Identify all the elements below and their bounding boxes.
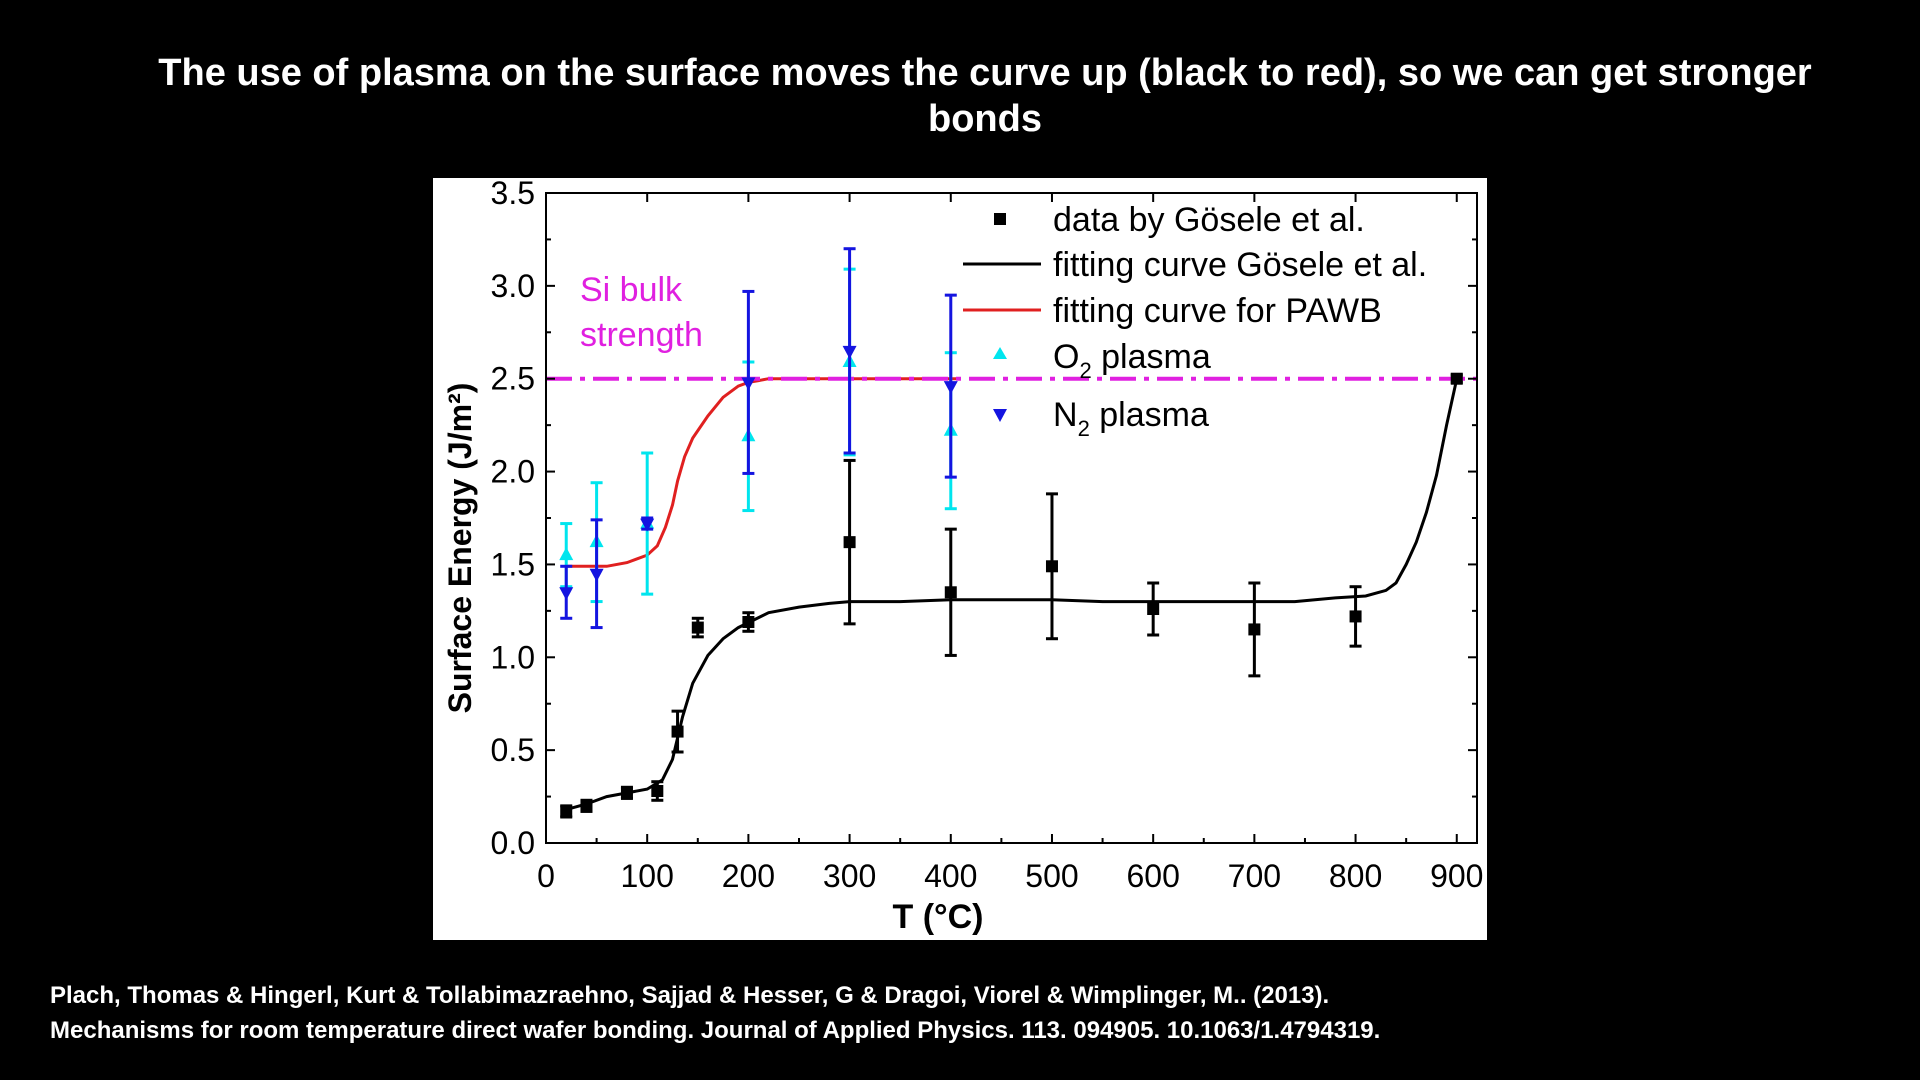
marker-triangle-down bbox=[741, 377, 756, 391]
legend-n2-rest: plasma bbox=[1090, 396, 1209, 434]
marker-square bbox=[580, 799, 593, 812]
annotation-strength: strength bbox=[580, 316, 703, 354]
legend-label-fit-gosele: fitting curve Gösele et al. bbox=[1053, 246, 1427, 284]
data-point bbox=[1450, 372, 1463, 385]
x-tick-label: 400 bbox=[924, 858, 977, 894]
data-point bbox=[560, 804, 573, 819]
legend-label-data-gosele: data by Gösele et al. bbox=[1053, 201, 1365, 239]
x-axis-label: T (°C) bbox=[892, 898, 983, 936]
marker-square bbox=[742, 616, 755, 628]
legend-marker-triangle-up bbox=[993, 347, 1007, 359]
y-tick-label: 2.5 bbox=[491, 361, 535, 397]
citation: Plach, Thomas & Hingerl, Kurt & Tollabim… bbox=[50, 978, 1870, 1048]
data-point bbox=[1147, 581, 1160, 637]
x-tick-label: 300 bbox=[823, 858, 876, 894]
fit-curve-gosele bbox=[565, 378, 1459, 812]
marker-triangle-down bbox=[589, 568, 604, 582]
data-point bbox=[691, 616, 704, 639]
y-tick-label: 3.0 bbox=[491, 268, 535, 304]
y-tick-label: 1.5 bbox=[491, 546, 535, 582]
marker-triangle-down bbox=[559, 587, 574, 601]
x-tick-label: 200 bbox=[722, 858, 775, 894]
marker-triangle-down bbox=[640, 518, 655, 532]
legend-n2-sub: 2 bbox=[1078, 416, 1090, 441]
x-tick-label: 900 bbox=[1430, 858, 1483, 894]
legend-label-fit-pawb: fitting curve for PAWB bbox=[1053, 292, 1382, 330]
x-tick-label: 100 bbox=[621, 858, 674, 894]
y-tick-label: 1.0 bbox=[491, 639, 535, 675]
citation-line-1: Plach, Thomas & Hingerl, Kurt & Tollabim… bbox=[50, 982, 1330, 1009]
legend-marker-square bbox=[994, 213, 1006, 225]
legend-o2-rest: plasma bbox=[1092, 338, 1211, 376]
marker-triangle-down bbox=[842, 345, 857, 359]
data-point bbox=[640, 516, 655, 532]
marker-square bbox=[620, 786, 633, 799]
legend-o2-main: O bbox=[1053, 338, 1079, 376]
marker-triangle-down bbox=[943, 381, 958, 395]
marker-triangle-up bbox=[559, 547, 574, 561]
marker-square bbox=[1450, 372, 1463, 385]
x-tick-label: 500 bbox=[1025, 858, 1078, 894]
data-point bbox=[559, 564, 574, 620]
marker-square bbox=[1045, 560, 1058, 573]
legend-label-o2-plasma: O2 plasma bbox=[1053, 338, 1211, 383]
marker-square bbox=[691, 621, 704, 634]
axes: 0 100 200 300 400 500 600 700 800 900 0.0 0.5 1.0 1.5… bbox=[491, 175, 1484, 894]
data-point bbox=[671, 709, 684, 754]
data-point bbox=[651, 780, 664, 802]
annotation-group: Si bulk strength bbox=[580, 271, 703, 354]
y-tick-label: 2.0 bbox=[491, 454, 535, 490]
data-point bbox=[589, 518, 604, 630]
legend-n2-main: N bbox=[1053, 396, 1078, 434]
figure-panel: 0 100 200 300 400 500 600 700 800 900 0.0 0.5 1.0 1.5… bbox=[433, 175, 1487, 940]
legend-marker-triangle-down bbox=[993, 409, 1007, 422]
data-point bbox=[1248, 581, 1261, 678]
data-point bbox=[842, 247, 857, 455]
data-points bbox=[559, 247, 1463, 819]
data-point bbox=[943, 293, 958, 479]
data-point bbox=[1045, 492, 1058, 641]
marker-square bbox=[1248, 623, 1261, 636]
fit-curve-pawb bbox=[566, 377, 961, 568]
data-point bbox=[580, 798, 593, 813]
data-point bbox=[1349, 585, 1362, 648]
citation-line-2: Mechanisms for room temperature direct w… bbox=[50, 1017, 1381, 1044]
plot-frame bbox=[545, 192, 1478, 844]
data-point bbox=[944, 527, 957, 657]
marker-square bbox=[1349, 610, 1362, 623]
slide-title: The use of plasma on the surface moves t… bbox=[158, 52, 1812, 140]
x-tick-label: 700 bbox=[1228, 858, 1281, 894]
legend-label-n2-plasma: N2 plasma bbox=[1053, 396, 1209, 441]
data-point bbox=[741, 289, 756, 475]
x-tick-label: 600 bbox=[1126, 858, 1179, 894]
data-point bbox=[742, 611, 755, 633]
marker-square bbox=[560, 805, 573, 818]
data-point bbox=[620, 785, 633, 800]
legend: data by Gösele et al. fitting curve Göse… bbox=[963, 201, 1427, 441]
annotation-si-bulk: Si bulk bbox=[580, 271, 683, 309]
x-tick-label: 0 bbox=[537, 858, 555, 894]
data-point bbox=[843, 458, 856, 626]
surface-energy-chart: 0 100 200 300 400 500 600 700 800 900 0.0 0.5 1.0 1.5… bbox=[442, 175, 1484, 936]
y-tick-label: 0.5 bbox=[491, 732, 535, 768]
fit-curves bbox=[565, 377, 1459, 812]
legend-o2-sub: 2 bbox=[1079, 358, 1091, 383]
y-tick-label: 0.0 bbox=[491, 825, 535, 861]
marker-square bbox=[1147, 603, 1160, 615]
y-axis-label: Surface Energy (J/m²) bbox=[442, 383, 478, 714]
marker-square bbox=[651, 785, 664, 797]
x-tick-label: 800 bbox=[1329, 858, 1382, 894]
marker-square bbox=[944, 586, 957, 599]
marker-square bbox=[671, 725, 684, 738]
y-tick-label: 3.5 bbox=[491, 178, 535, 211]
marker-square bbox=[843, 536, 856, 549]
